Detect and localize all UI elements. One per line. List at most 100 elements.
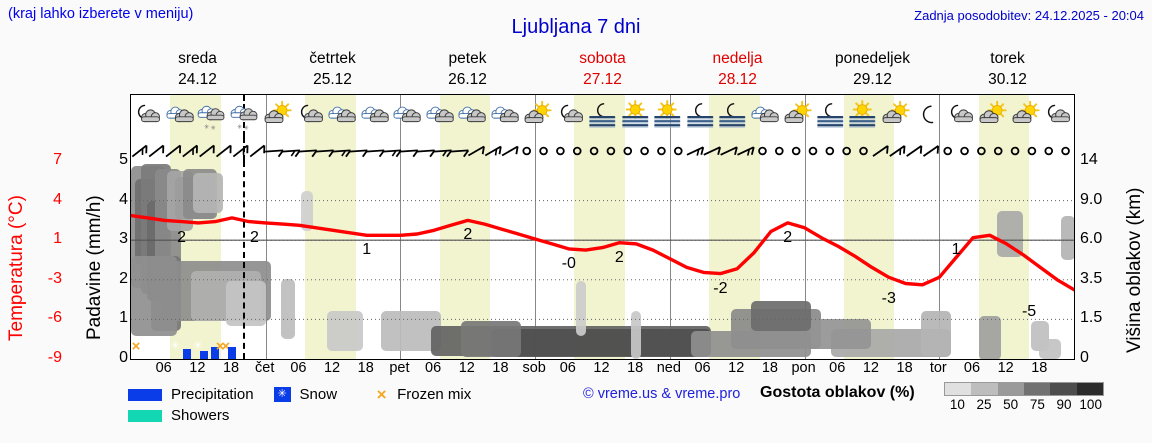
frozen-mix-icon: × (376, 384, 387, 404)
cld-tick-5: 1.5 (1080, 309, 1103, 327)
day-date: 27.12 (583, 71, 622, 88)
daylight-band (305, 137, 356, 161)
temp-tick-4: -3 (47, 269, 62, 287)
time-label-11: 18 (492, 360, 509, 376)
precip-tick-1: 5 (119, 151, 128, 168)
precipitation-legend: Precipitation ✳ Snow × Frozen mix Shower… (128, 384, 491, 426)
cloud-density-bar-6 (1076, 383, 1103, 395)
showers-swatch (128, 409, 162, 422)
time-label-24: tor (929, 360, 947, 376)
sun-cloud-icon (521, 95, 554, 137)
frozen-mix-marker: × (215, 338, 225, 355)
moon-fog-icon (716, 95, 749, 137)
frozen-mix-marker: × (221, 338, 231, 355)
day-separator (669, 137, 671, 161)
temperature-axis-ticks: 7 4 1 -3 -6 -9 (34, 151, 62, 375)
precipitation-bar (183, 349, 192, 359)
temperature-axis-title: Temperatura (°C) (6, 195, 27, 341)
moon-icon (911, 95, 944, 137)
cld-tick-3: 6.0 (1080, 230, 1103, 248)
wind-barbs (131, 144, 1070, 158)
day-name: sobota (579, 50, 626, 67)
menu-hint-text: (kraj lahko izberete v meniju) (8, 6, 194, 22)
current-time-marker (243, 161, 246, 359)
svg-text:✳: ✳ (243, 124, 249, 132)
sun-cloud-icon (879, 95, 912, 137)
cloud-icon (326, 95, 359, 137)
cloud-density-bar-5 (1050, 383, 1077, 395)
time-label-25: 06 (963, 360, 981, 376)
day-separator (939, 95, 941, 137)
daylight-band (170, 137, 221, 161)
cloud-icon (489, 95, 522, 137)
day-separator (265, 137, 267, 161)
temperature-label-9: -3 (881, 289, 896, 307)
day-header-2: četrtek 25.12 (265, 48, 400, 93)
cloud-density-tick-3: 50 (1003, 397, 1019, 412)
daylight-band (843, 137, 895, 161)
sun-fog-icon (651, 95, 684, 137)
day-date: 26.12 (448, 71, 487, 88)
precipitation-swatch (128, 388, 162, 401)
day-header-1: sreda 24.12 (130, 48, 265, 93)
day-separator (804, 137, 806, 161)
day-date: 29.12 (853, 71, 892, 88)
day-date: 28.12 (718, 71, 757, 88)
daylight-band (978, 137, 1030, 161)
day-separator (400, 161, 402, 359)
time-label-6: 12 (323, 360, 341, 376)
day-separator (804, 95, 806, 137)
time-label-2: 12 (189, 360, 206, 376)
svg-text:✳: ✳ (210, 124, 216, 132)
precipitation-legend-label: Precipitation (171, 386, 254, 403)
time-label-18: 12 (728, 360, 745, 376)
cloud-density-bar-1 (945, 383, 972, 395)
time-label-9: 06 (425, 360, 442, 376)
temp-tick-3: 1 (53, 230, 62, 248)
time-label-4: čet (255, 360, 275, 376)
time-label-20: pon (791, 360, 816, 376)
time-label-27: 18 (1031, 360, 1048, 376)
cloud-icon (456, 95, 489, 137)
cloud-density-bars (944, 382, 1104, 396)
time-label-3: 18 (222, 360, 240, 376)
showers-legend-label: Showers (171, 407, 230, 424)
time-label-26: 12 (997, 360, 1014, 376)
time-label-8: pet (389, 360, 410, 376)
day-name: nedelja (712, 50, 763, 67)
temperature-label-5: -0 (561, 254, 576, 272)
cld-tick-1: 14 (1080, 151, 1098, 168)
day-date: 24.12 (178, 71, 217, 88)
precipitation-axis-ticks: 5 4 3 2 1 0 (106, 151, 128, 375)
day-separator (939, 137, 941, 161)
moon-cloud-icon (294, 95, 327, 137)
temperature-label-3: 1 (362, 241, 372, 259)
day-date: 25.12 (313, 71, 352, 88)
wind-barb-row (131, 137, 1074, 161)
sun-cloud-icon (1009, 95, 1042, 137)
time-label-22: 12 (862, 360, 879, 376)
snow-legend-label: Snow (299, 386, 338, 403)
temperature-curve (131, 213, 1074, 292)
day-header-4: sobota 27.12 (535, 48, 670, 93)
frozen-mix-legend-label: Frozen mix (397, 386, 472, 403)
precipitation-bar (199, 351, 208, 359)
day-separator (265, 161, 267, 359)
day-header-5: nedelja 28.12 (670, 48, 805, 93)
cloud-height-axis-title: Višina oblakov (km) (1124, 187, 1145, 354)
cloud-icon (164, 95, 197, 137)
cloud-icon (359, 95, 392, 137)
temperature-label-1: 2 (177, 228, 186, 246)
precip-tick-6: 0 (119, 349, 128, 366)
moon-fog-icon (814, 95, 847, 137)
day-name: sreda (178, 50, 217, 67)
day-name: petek (448, 50, 487, 67)
sky-condition-icon-row: ✳ ✳ ✳ ✳ (131, 95, 1074, 137)
sun-cloud-icon (976, 95, 1009, 137)
precipitation-bar (228, 347, 237, 359)
sun-fog-icon (846, 95, 879, 137)
time-label-21: 06 (829, 360, 846, 376)
moon-fog-icon (586, 95, 619, 137)
copyright-text: © vreme.us & vreme.pro (583, 386, 741, 402)
temperature-label-4: 2 (463, 226, 473, 244)
